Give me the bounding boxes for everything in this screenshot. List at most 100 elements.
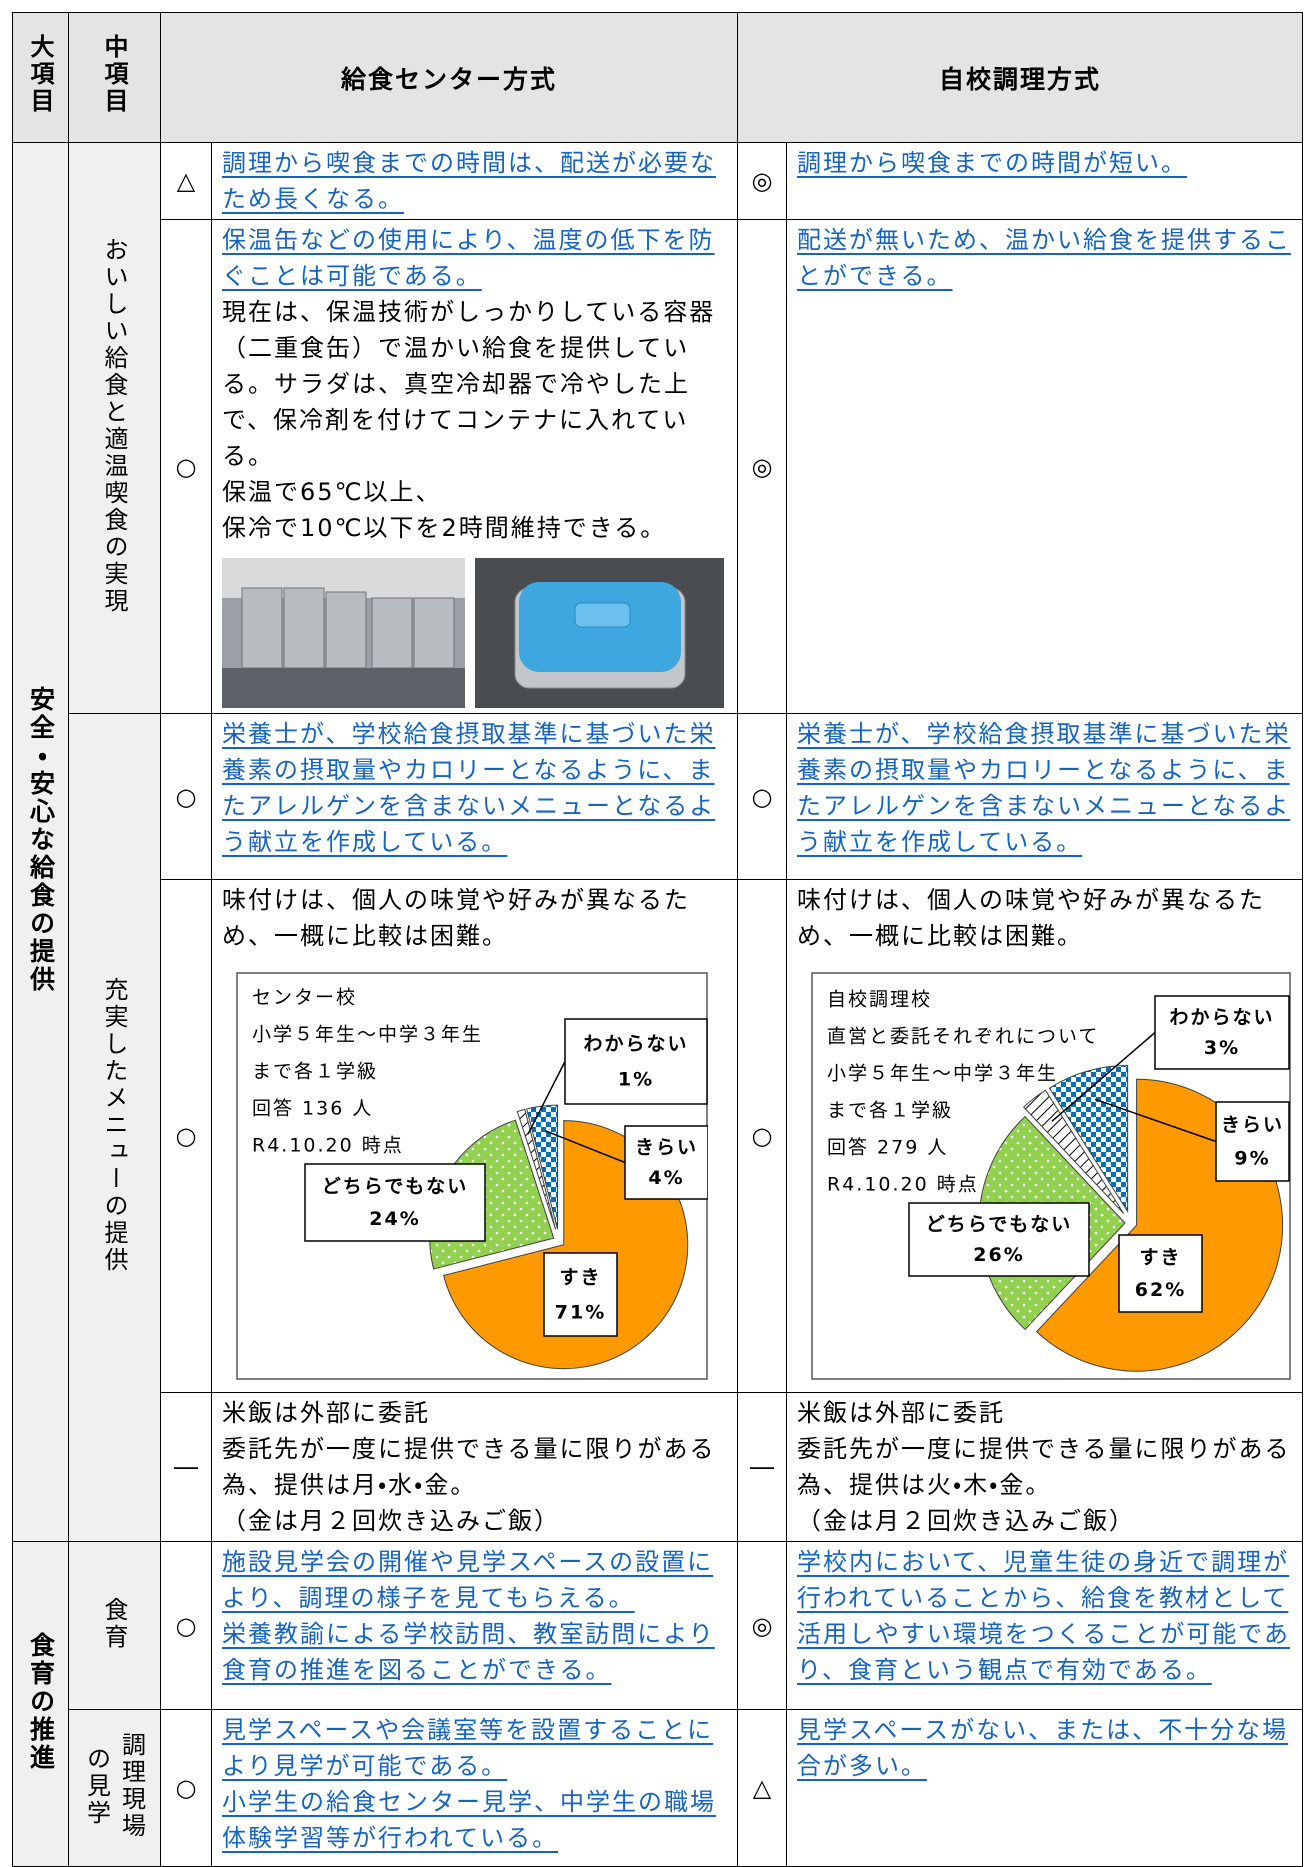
rating: ○	[160, 713, 212, 880]
category-label: わからない	[583, 1033, 688, 1055]
text-cell: 味付けは、個人の味覚や好みが異なるため、一概に比較は困難。 自校調理校直営と委託…	[786, 879, 1304, 1393]
chart-note: まで各１学級	[827, 1100, 953, 1122]
leader-line	[527, 1061, 566, 1135]
row: ○ 味付けは、個人の味覚や好みが異なるため、一概に比較は困難。 センター校 小学５…	[13, 879, 1304, 1393]
major-cell: 安全・安心な給食の提供	[12, 142, 69, 1542]
middle-cell: 充実したメニューの提供	[68, 713, 161, 1542]
chart-note: R4.10.20 時点	[827, 1174, 979, 1196]
header-cell: 中項目	[68, 12, 161, 143]
label-box	[543, 1252, 618, 1337]
chart-note: まで各１学級	[252, 1061, 378, 1083]
label-box	[624, 1125, 709, 1200]
pie-slice	[1023, 1089, 1125, 1214]
middle-cell: 食育	[68, 1541, 161, 1710]
chart-note: 回答 136 人	[252, 1098, 373, 1120]
label-box	[1118, 1234, 1203, 1313]
row: 調理現場の見学 ○ 見学スペースや会議室等を設置することにより見学が可能である。…	[13, 1709, 1304, 1867]
rating: ○	[160, 879, 212, 1393]
rating: △	[737, 1709, 788, 1867]
row: 食育の推進 食育 ○ 施設見学会の開催や見学スペースの設置により、調理の様子を見…	[12, 1541, 1304, 1867]
paragraph: 施設見学会の開催や見学スペースの設置により、調理の様子を見てもらえる。	[222, 1548, 714, 1612]
value-label: 9%	[1234, 1147, 1270, 1169]
category-label: きらい	[1221, 1114, 1284, 1136]
row: 安全・安心な給食の提供 おいしい給食と適温喫食の実現 △ 調理から喫食までの時間…	[12, 142, 1304, 1542]
chart-note: 小学５年生～中学３年生	[252, 1024, 483, 1046]
paragraph: 委託先が一度に提供できる量に限りがある為、提供は火・木・金。	[797, 1435, 1291, 1499]
category-label: すき	[559, 1266, 601, 1288]
paragraph: 調理から喫食までの時間が短い。	[797, 149, 1188, 177]
label-box	[1215, 1101, 1290, 1182]
chart-note: 小学５年生～中学３年生	[827, 1063, 1058, 1085]
header-center: 給食センター方式	[159, 12, 739, 143]
label-box	[908, 1202, 1090, 1277]
chart-note: 自校調理校	[827, 989, 932, 1011]
photo-food-container	[475, 558, 724, 708]
paragraph: 米飯は外部に委託	[797, 1399, 1006, 1427]
paragraph: 保温で65℃以上、	[222, 478, 442, 506]
label-box	[1154, 995, 1290, 1070]
rating: △	[160, 142, 212, 220]
value-label: 24%	[369, 1208, 420, 1230]
text-cell: 見学スペースがない、または、不十分な場合が多い。	[786, 1709, 1304, 1867]
header-school: 自校調理方式	[737, 12, 1304, 143]
paragraph: 味付けは、個人の味覚や好みが異なるため、一概に比較は困難。	[222, 886, 690, 950]
chart-box: 自校調理校 直営と委託それぞれについて 小学５年生～中学３年生 まで各１学級 回答 27…	[811, 972, 1296, 1390]
label-box	[304, 1163, 486, 1242]
paragraph: （金は月２回炊き込みご飯）	[797, 1507, 1136, 1535]
leader-line	[1051, 1031, 1156, 1122]
label-box	[564, 1018, 708, 1105]
major-item: 食育の推進	[26, 1632, 56, 1772]
header-cell: 大項目	[12, 12, 69, 143]
value-label: 1%	[618, 1069, 654, 1091]
paragraph: 保冷で10℃以下を2時間維持できる。	[222, 514, 667, 542]
text-cell: 調理から喫食までの時間が短い。	[786, 142, 1304, 220]
value-label: 26%	[973, 1244, 1024, 1266]
paragraph: （金は月２回炊き込みご飯）	[222, 1507, 560, 1535]
rating: ◎	[737, 219, 788, 714]
text-cell: 配送が無いため、温かい給食を提供することができる。	[786, 219, 1304, 714]
rating: ○	[737, 713, 788, 880]
value-label: 62%	[1135, 1279, 1186, 1301]
category-label: すき	[1140, 1247, 1182, 1269]
text-cell: 栄養士が、学校給食摂取基準に基づいた栄養素の摂取量やカロリーとなるように、またア…	[210, 713, 739, 880]
paragraph: 保温缶などの使用により、温度の低下を防ぐことは可能である。	[222, 226, 715, 290]
text-cell: 米飯は外部に委託委託先が一度に提供できる量に限りがある為、提供は火・木・金。 （金…	[786, 1392, 1304, 1542]
middle-cell: おいしい給食と適温喫食の実現	[68, 142, 161, 714]
chart-note: R4.10.20 時点	[252, 1135, 404, 1157]
chart-note: 直営と委託それぞれについて	[827, 1026, 1099, 1048]
category-label: きらい	[635, 1136, 698, 1158]
category-label: どちらでもない	[322, 1176, 468, 1198]
row: ○ 保温缶などの使用により、温度の低下を防ぐことは可能である。 現在は、保温技術が…	[13, 219, 1304, 714]
text-cell: 味付けは、個人の味覚や好みが異なるため、一概に比較は困難。 センター校 小学５年生…	[210, 879, 739, 1393]
chart-box: センター校 小学５年生～中学３年生 まで各１学級 回答 136 人 R4.10.20 時…	[236, 972, 731, 1390]
header-middle: 中項目	[100, 34, 128, 115]
paragraph: 現在は、保温技術がしっかりしている容器（二重食缶）で温かい給食を提供している。サ…	[222, 298, 716, 470]
photos	[222, 558, 731, 708]
leader-line	[544, 1129, 626, 1164]
row: ― 米飯は外部に委託 委託先が一度に提供できる量に限りがある為、提供は月・水・金。…	[13, 1392, 1304, 1542]
text-cell: 施設見学会の開催や見学スペースの設置により、調理の様子を見てもらえる。 栄養教諭に…	[210, 1541, 739, 1710]
paragraph: 米飯は外部に委託	[222, 1399, 430, 1427]
middle-item: おいしい給食と適温喫食の実現	[100, 237, 128, 615]
paragraph: 学校内において、児童生徒の身近で調理が行われていることから、給食を教材として活用…	[797, 1548, 1291, 1684]
rating: ◎	[737, 1541, 788, 1710]
middle-item: 充実したメニューの提供	[100, 977, 128, 1274]
header-major: 大項目	[26, 34, 54, 115]
value-label: 3%	[1204, 1037, 1240, 1059]
value-label: 71%	[555, 1301, 606, 1323]
paragraph: 配送が無いため、温かい給食を提供することができる。	[797, 226, 1292, 290]
text-cell: 米飯は外部に委託 委託先が一度に提供できる量に限りがある為、提供は月・水・金。 （金…	[210, 1392, 739, 1542]
paragraph: 見学スペースがない、または、不十分な場合が多い。	[797, 1716, 1289, 1780]
category-label: わからない	[1170, 1006, 1275, 1028]
rating: ―	[737, 1392, 788, 1542]
paragraph: 栄養教諭による学校訪問、教室訪問により食育の推進を図ることができる。	[222, 1620, 715, 1684]
text-cell: 保温缶などの使用により、温度の低下を防ぐことは可能である。現在は、保温技術がしっ…	[210, 219, 739, 714]
category-label: どちらでもない	[926, 1213, 1072, 1235]
text-cell: 調理から喫食までの時間は、配送が必要なため長くなる。	[210, 142, 739, 220]
row: 充実したメニューの提供 ○ 栄養士が、学校給食摂取基準に基づいた栄養素の摂取量や…	[13, 713, 1304, 1542]
major-item: 安全・安心な給食の提供	[26, 686, 56, 994]
paragraph: 味付けは、個人の味覚や好みが異なるため、一概に比較は困難。	[797, 886, 1266, 950]
